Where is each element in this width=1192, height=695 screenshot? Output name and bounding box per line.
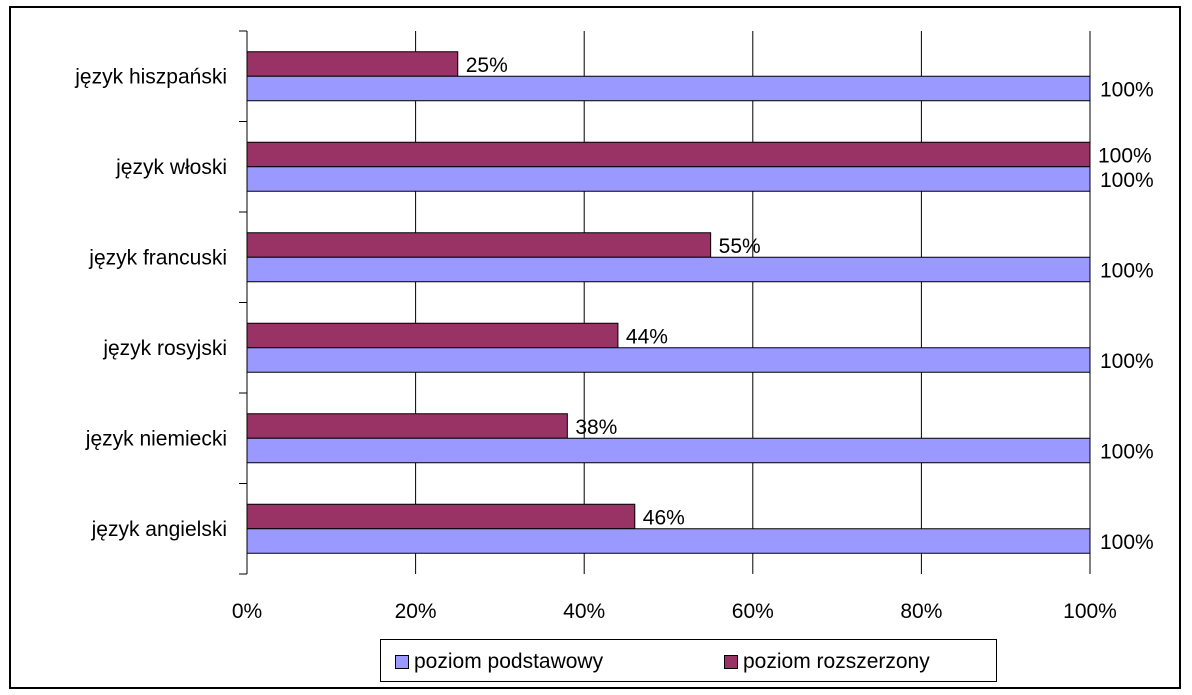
legend-label-basic: poziom podstawowy bbox=[414, 650, 604, 673]
data-label-basic: 100% bbox=[1100, 350, 1154, 373]
bar-extended bbox=[246, 503, 636, 530]
bar-basic bbox=[246, 347, 1091, 373]
data-label-basic: 100% bbox=[1100, 259, 1154, 282]
legend-item-extended: poziom rozszerzony bbox=[724, 650, 930, 674]
data-label-extended: 55% bbox=[719, 235, 761, 258]
bar-basic bbox=[246, 75, 1091, 102]
data-label-basic: 100% bbox=[1100, 169, 1154, 192]
data-label-extended: 38% bbox=[575, 416, 617, 439]
x-tick-label: 0% bbox=[232, 600, 262, 623]
x-tick-label: 20% bbox=[395, 600, 437, 623]
x-tick-label: 80% bbox=[900, 600, 942, 623]
category-label: język niemiecki bbox=[85, 427, 227, 450]
bar-extended bbox=[246, 141, 1091, 168]
data-label-extended: 44% bbox=[626, 325, 668, 348]
data-label-basic: 100% bbox=[1100, 531, 1154, 554]
category-label: język włoski bbox=[115, 156, 227, 179]
data-label-basic: 100% bbox=[1100, 78, 1154, 101]
data-label-basic: 100% bbox=[1100, 440, 1154, 463]
data-label-extended: 25% bbox=[466, 54, 508, 77]
data-label-extended: 100% bbox=[1098, 144, 1152, 167]
bar-basic bbox=[246, 166, 1091, 192]
category-label: język hiszpański bbox=[74, 65, 227, 88]
x-tick-label: 40% bbox=[563, 600, 605, 623]
bar-extended bbox=[246, 413, 568, 439]
bar-basic bbox=[246, 437, 1091, 464]
bar-basic bbox=[246, 256, 1091, 283]
legend-swatch-extended bbox=[724, 655, 738, 669]
legend: poziom podstawowy poziom rozszerzony bbox=[380, 639, 997, 682]
legend-swatch-basic bbox=[395, 655, 409, 669]
data-label-extended: 46% bbox=[643, 506, 685, 529]
bar-basic bbox=[246, 528, 1091, 554]
category-label: język francuski bbox=[88, 246, 227, 269]
category-label: język rosyjski bbox=[102, 337, 227, 360]
x-tick-label: 60% bbox=[732, 600, 774, 623]
x-tick-label: 100% bbox=[1063, 600, 1117, 623]
category-label: język angielski bbox=[91, 518, 227, 541]
bar-extended bbox=[246, 232, 712, 258]
legend-label-extended: poziom rozszerzony bbox=[743, 650, 930, 673]
bar-extended bbox=[246, 322, 619, 349]
bar-extended bbox=[246, 51, 459, 77]
legend-item-basic: poziom podstawowy bbox=[395, 650, 603, 674]
